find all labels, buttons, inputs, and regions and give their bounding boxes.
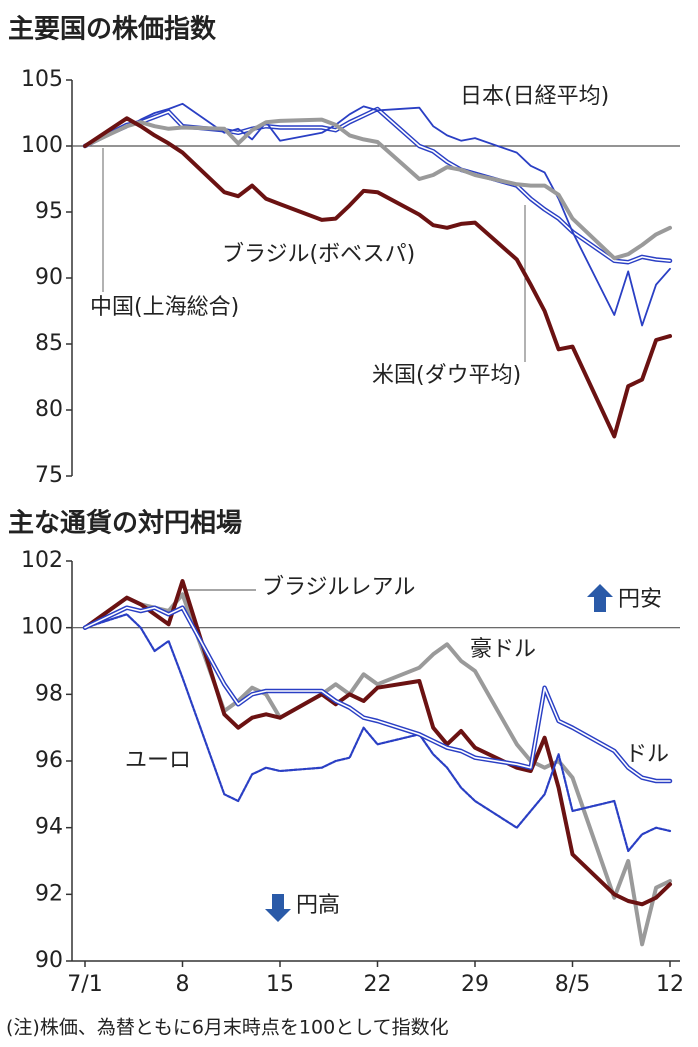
- y-tick-label: 85: [35, 331, 63, 356]
- series-label: 豪ドル: [470, 637, 536, 662]
- series-label: ドル: [625, 742, 669, 767]
- series-label: ブラジル(ボベスパ): [222, 242, 415, 267]
- x-tick-label: 22: [364, 972, 392, 997]
- series-label: 中国(上海総合): [90, 295, 239, 320]
- note: (注)株価、為替ともに6月末時点を100として指数化: [6, 1017, 449, 1039]
- x-tick-label: 12: [656, 972, 684, 997]
- series-line: [83, 592, 672, 947]
- series-label: 日本(日経平均): [460, 84, 609, 109]
- chart-title: 主要国の株価指数: [8, 15, 217, 45]
- y-tick-label: 105: [21, 67, 63, 92]
- series-line: [83, 116, 672, 439]
- x-tick-label: 15: [266, 972, 294, 997]
- series-line-inner: [84, 606, 671, 782]
- series-line: [83, 613, 672, 853]
- y-tick-label: 100: [21, 133, 63, 158]
- y-tick-label: 100: [21, 615, 63, 640]
- series-line-inner: [84, 108, 671, 263]
- x-tick-label: 8: [176, 972, 190, 997]
- up-arrow: [587, 584, 613, 612]
- series-label: ブラジルレアル: [262, 575, 415, 600]
- x-tick-label: 8/5: [555, 972, 590, 997]
- y-tick-label: 95: [35, 199, 63, 224]
- y-tick-label: 80: [35, 397, 63, 422]
- y-tick-label: 92: [35, 881, 63, 906]
- y-tick-label: 90: [35, 265, 63, 290]
- y-tick-label: 90: [35, 948, 63, 973]
- chart-title: 主な通貨の対円相場: [8, 508, 242, 539]
- series-label: ユーロ: [125, 748, 191, 773]
- y-tick-label: 94: [35, 815, 63, 840]
- y-tick-label: 98: [35, 681, 63, 706]
- annotation: 円高: [296, 893, 340, 918]
- y-tick-label: 102: [21, 548, 63, 573]
- series-line: [83, 117, 672, 261]
- series-label: 米国(ダウ平均): [372, 363, 521, 388]
- x-tick-label: 7/1: [67, 972, 102, 997]
- x-tick-label: 29: [461, 972, 489, 997]
- series-line: [84, 102, 671, 327]
- series-line: [83, 579, 672, 907]
- y-tick-label: 75: [35, 463, 63, 488]
- down-arrow: [265, 894, 291, 922]
- y-tick-label: 96: [35, 748, 63, 773]
- annotation: 円安: [618, 587, 662, 612]
